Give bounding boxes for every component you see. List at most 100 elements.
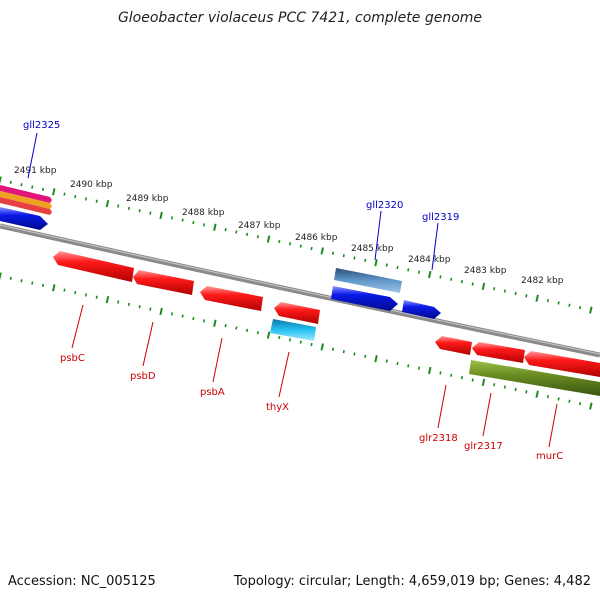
leader-murC bbox=[548, 403, 558, 448]
gene-glr2317-lower[interactable] bbox=[469, 360, 600, 396]
gene-label[interactable]: psbD bbox=[130, 371, 156, 382]
minor-tick bbox=[331, 251, 335, 255]
gene-label[interactable]: psbC bbox=[60, 353, 85, 364]
minor-tick bbox=[278, 239, 281, 244]
major-tick bbox=[266, 235, 271, 243]
minor-tick bbox=[417, 270, 421, 274]
gene-thyX-lower[interactable] bbox=[270, 319, 316, 341]
gene-psbC[interactable] bbox=[53, 251, 134, 282]
minor-tick bbox=[514, 291, 517, 296]
gene-glr2318[interactable] bbox=[435, 336, 472, 355]
leader-glr2317 bbox=[482, 392, 492, 437]
major-tick bbox=[428, 366, 432, 375]
minor-tick bbox=[9, 276, 12, 280]
minor-tick bbox=[310, 246, 313, 251]
leader-psbD bbox=[142, 321, 154, 367]
minor-tick bbox=[63, 288, 66, 292]
scale-label: 2488 kbp bbox=[182, 208, 225, 218]
minor-tick bbox=[299, 244, 302, 248]
minor-tick bbox=[493, 287, 496, 291]
minor-tick bbox=[246, 328, 249, 332]
major-tick bbox=[105, 199, 110, 208]
minor-tick bbox=[235, 326, 238, 330]
minor-tick bbox=[31, 185, 34, 189]
minor-tick bbox=[63, 192, 66, 196]
gene-label[interactable]: murC bbox=[536, 451, 563, 462]
minor-tick bbox=[450, 373, 453, 377]
minor-tick bbox=[546, 394, 549, 399]
minor-tick bbox=[149, 307, 152, 311]
minor-tick bbox=[235, 230, 238, 234]
minor-tick bbox=[74, 290, 77, 295]
leader-gll2320 bbox=[374, 210, 382, 261]
minor-tick bbox=[331, 347, 335, 351]
minor-tick bbox=[288, 242, 292, 246]
gene-gll2320-upper[interactable] bbox=[334, 268, 402, 293]
minor-tick bbox=[364, 258, 367, 262]
scale-label: 2490 kbp bbox=[70, 180, 113, 190]
leader-psbA bbox=[212, 337, 223, 383]
minor-tick bbox=[460, 376, 464, 380]
minor-tick bbox=[74, 194, 77, 199]
minor-tick bbox=[568, 303, 571, 307]
minor-tick bbox=[203, 223, 206, 227]
gene-psbD[interactable] bbox=[133, 270, 194, 295]
major-tick bbox=[481, 378, 486, 387]
gene-label[interactable]: gll2325 bbox=[23, 120, 60, 131]
minor-tick bbox=[117, 204, 120, 208]
gene-label[interactable]: glr2318 bbox=[419, 433, 458, 444]
minor-tick bbox=[41, 187, 45, 192]
minor-tick bbox=[41, 283, 45, 288]
gene-glr2317[interactable] bbox=[472, 342, 525, 363]
minor-tick bbox=[471, 282, 474, 286]
gene-cluster-left-edge[interactable] bbox=[0, 185, 52, 215]
scale-label: 2487 kbp bbox=[238, 221, 281, 231]
gene-label[interactable]: psbA bbox=[200, 387, 225, 398]
minor-tick bbox=[20, 183, 23, 187]
major-tick bbox=[266, 331, 271, 339]
gene-label[interactable]: glr2317 bbox=[464, 441, 503, 452]
gene-label[interactable]: thyX bbox=[266, 402, 289, 413]
minor-tick bbox=[84, 197, 88, 201]
minor-tick bbox=[288, 338, 292, 342]
major-tick bbox=[52, 188, 56, 196]
minor-tick bbox=[568, 399, 571, 403]
minor-tick bbox=[127, 206, 130, 210]
gene-murC[interactable] bbox=[524, 351, 600, 377]
gene-gll2320[interactable] bbox=[331, 286, 398, 311]
major-tick bbox=[320, 343, 324, 351]
minor-tick bbox=[181, 314, 184, 318]
major-tick bbox=[320, 247, 324, 255]
gene-gll2325[interactable] bbox=[0, 207, 48, 230]
minor-tick bbox=[95, 199, 98, 203]
minor-tick bbox=[503, 289, 506, 293]
major-tick bbox=[0, 272, 2, 280]
gene-psbA[interactable] bbox=[200, 286, 263, 311]
leader-gll2325 bbox=[27, 132, 38, 179]
gene-label[interactable]: gll2319 bbox=[422, 212, 459, 223]
major-tick bbox=[535, 294, 539, 302]
genome-summary: Topology: circular; Length: 4,659,019 bp… bbox=[233, 574, 591, 589]
minor-tick bbox=[149, 211, 152, 215]
map-title: Gloeobacter violaceus PCC 7421, complete… bbox=[117, 10, 483, 26]
scale-label: 2482 kbp bbox=[521, 276, 564, 286]
minor-tick bbox=[138, 209, 141, 213]
scale-ticks-inner bbox=[0, 272, 593, 410]
minor-tick bbox=[579, 402, 582, 406]
minor-tick bbox=[20, 279, 23, 283]
minor-tick bbox=[278, 335, 281, 340]
minor-tick bbox=[579, 306, 582, 310]
gene-labels: gll2325 gll2320 gll2319 psbC psbD psbA t… bbox=[23, 120, 563, 462]
scale-label: 2491 kbp bbox=[14, 166, 57, 176]
major-tick bbox=[0, 176, 2, 184]
gene-thyX[interactable] bbox=[274, 302, 320, 324]
major-tick bbox=[589, 306, 593, 314]
minor-tick bbox=[192, 220, 195, 225]
gene-label[interactable]: gll2320 bbox=[366, 200, 403, 211]
scale-label: 2485 kbp bbox=[351, 244, 394, 254]
gene-gll2319[interactable] bbox=[402, 300, 441, 319]
minor-tick bbox=[117, 300, 120, 304]
minor-tick bbox=[170, 312, 173, 316]
major-tick bbox=[428, 270, 432, 279]
